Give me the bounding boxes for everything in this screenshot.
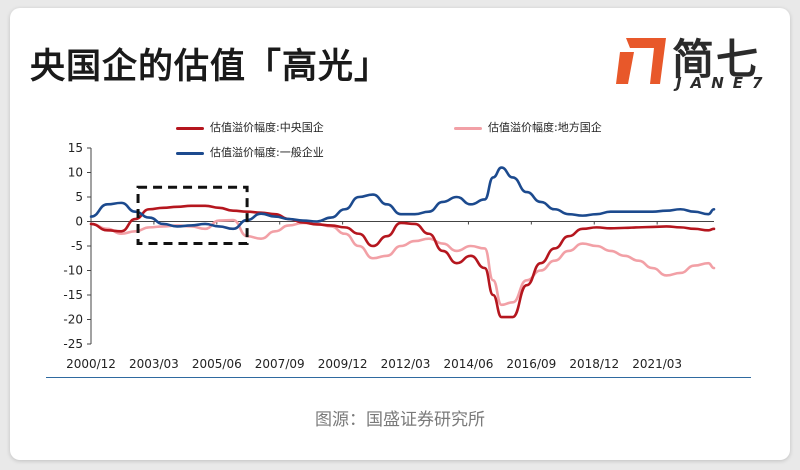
logo-icon <box>616 38 666 84</box>
legend-item-general-enterprise: 估值溢价幅度:一般企业 <box>176 144 324 160</box>
legend-swatch-general-enterprise <box>176 151 204 155</box>
x-tick-label: 2003/03 <box>129 357 179 371</box>
x-tick-label: 2009/12 <box>318 357 368 371</box>
logo-text-en: JANE7 <box>676 74 772 92</box>
legend-label-local-soe: 估值溢价幅度:地方国企 <box>488 121 602 134</box>
x-tick-label: 2007/09 <box>255 357 305 371</box>
x-tick-label: 2000/12 <box>66 357 116 371</box>
y-tick-label: 10 <box>68 166 83 180</box>
series-line-2 <box>89 166 716 231</box>
y-tick-label: -15 <box>63 288 83 302</box>
legend-label-central-soe: 估值溢价幅度:中央国企 <box>210 121 324 134</box>
x-tick-label: 2005/06 <box>192 357 242 371</box>
legend-swatch-local-soe <box>454 126 482 130</box>
series-line-1 <box>89 218 716 307</box>
source-caption: 图源：国盛证券研究所 <box>315 410 485 430</box>
legend-item-local-soe: 估值溢价幅度:地方国企 <box>454 119 602 135</box>
highlight-box <box>136 185 249 246</box>
page-title: 央国企的估值「高光」 <box>30 47 391 87</box>
x-tick-label: 2018/12 <box>569 357 619 371</box>
y-tick-label: -25 <box>63 337 83 351</box>
y-tick-label: -5 <box>71 239 83 253</box>
y-tick-label: 0 <box>75 215 83 229</box>
legend-swatch-central-soe <box>176 126 204 130</box>
series-line-0 <box>89 204 716 319</box>
y-tick-label: 5 <box>75 190 83 204</box>
legend-label-general-enterprise: 估值溢价幅度:一般企业 <box>210 146 324 159</box>
y-tick-label: -10 <box>63 264 83 278</box>
y-tick-label: 15 <box>68 141 83 155</box>
x-tick-label: 2012/03 <box>381 357 431 371</box>
x-tick-label: 2014/06 <box>444 357 494 371</box>
x-tick-label: 2016/09 <box>506 357 556 371</box>
logo-text-cn: 简七 <box>672 35 761 84</box>
y-tick-label: -20 <box>63 313 83 327</box>
x-tick-label: 2021/03 <box>632 357 682 371</box>
legend-item-central-soe: 估值溢价幅度:中央国企 <box>176 119 324 135</box>
bottom-divider <box>46 377 751 378</box>
